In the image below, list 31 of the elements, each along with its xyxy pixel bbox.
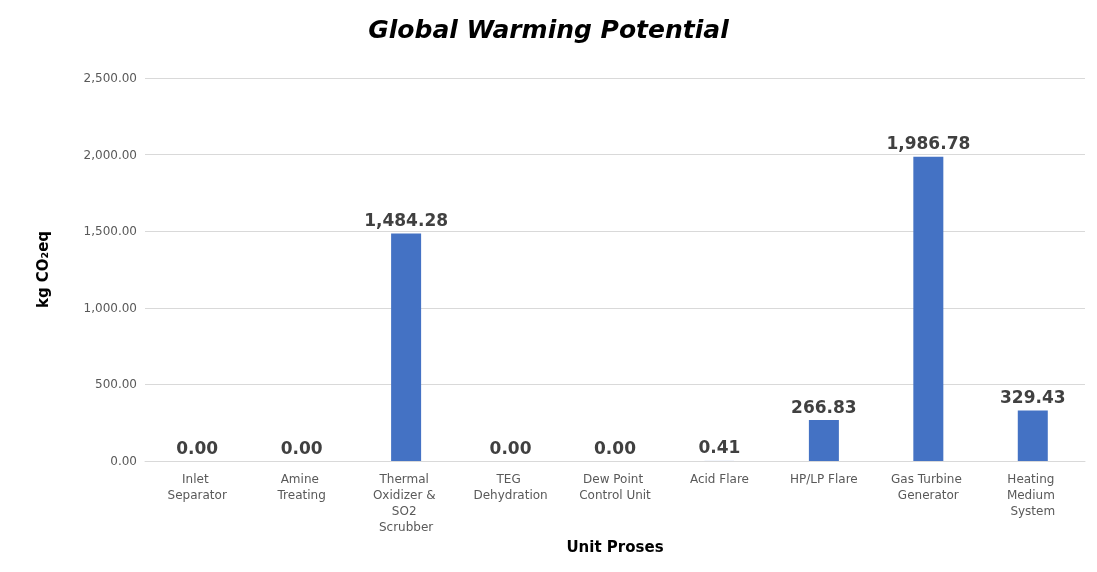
y-tick-label: 0.00 [110, 454, 137, 468]
data-label: 1,484.28 [364, 210, 449, 231]
y-tick-label: 2,000.00 [83, 147, 137, 162]
x-tick-label: Inlet Separator [167, 472, 227, 502]
bar [913, 156, 944, 461]
x-tick-label: Gas Turbine Generator [891, 472, 966, 502]
data-label: 266.83 [791, 396, 857, 417]
data-label: 0.00 [280, 437, 323, 458]
x-tick-label: Thermal Oxidizer & SO2 Scrubber [372, 472, 440, 534]
data-label: 329.43 [999, 387, 1066, 408]
chart-title: Global Warming Potential [368, 15, 730, 44]
bar [1017, 410, 1048, 461]
data-label: 0.00 [594, 437, 637, 458]
y-tick-label: 1,000.00 [83, 300, 137, 315]
x-tick-label: TEG Dehydration [473, 472, 548, 502]
y-tick-label: 2,500.00 [83, 71, 137, 85]
x-tick-label: Heating Medium System [1006, 472, 1059, 518]
data-label: 0.00 [176, 437, 219, 458]
x-tick-label: HP/LP Flare [790, 472, 858, 486]
x-tick-label: Amine Treating [276, 472, 326, 502]
bar [391, 233, 422, 461]
data-label: 0.41 [698, 437, 741, 458]
x-tick-label: Acid Flare [689, 472, 749, 486]
data-label: 0.00 [489, 437, 532, 458]
y-axis-title: kg CO₂eq [33, 230, 52, 309]
x-axis-title: Unit Proses [566, 538, 664, 557]
y-tick-label: 1,500.00 [83, 224, 137, 239]
x-tick-label: Dew Point Control Unit [579, 472, 652, 502]
bar [808, 420, 839, 461]
y-tick-label: 500.00 [95, 377, 137, 392]
data-label: 1,986.78 [886, 133, 971, 154]
